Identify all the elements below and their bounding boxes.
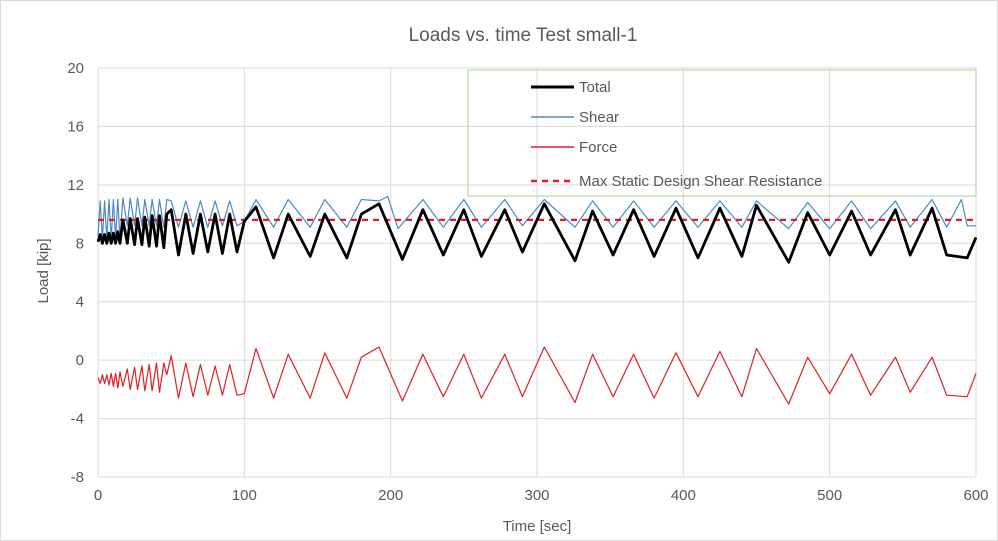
chart-title: Loads vs. time Test small-1 [409, 25, 638, 46]
legend-label: Max Static Design Shear Resistance [579, 173, 822, 190]
grid [97, 67, 977, 478]
y-tick-label: 12 [67, 177, 84, 194]
legend-label: Total [579, 79, 611, 96]
legend-label: Force [579, 139, 617, 156]
x-tick-label: 200 [378, 487, 403, 504]
y-tick-label: -4 [71, 411, 84, 428]
x-tick-label: 300 [524, 487, 549, 504]
legend-label: Shear [579, 109, 619, 126]
y-tick-label: 16 [67, 118, 84, 135]
x-tick-label: 500 [817, 487, 842, 504]
series-line-total [96, 202, 978, 264]
y-tick-label: 20 [67, 60, 84, 77]
legend: Total Shear Force Max Static Design Shear R… [467, 69, 977, 197]
x-tick-label: 100 [232, 487, 257, 504]
y-axis-label: Load [kip] [35, 238, 52, 303]
x-tick-label: 0 [94, 487, 102, 504]
y-tick-label: -8 [71, 469, 84, 486]
y-tick-label: 4 [76, 294, 84, 311]
series-line-force [97, 346, 977, 405]
series-line-shear [97, 195, 976, 240]
x-tick-label: 400 [671, 487, 696, 504]
y-tick-label: 0 [76, 352, 84, 369]
series-layer [96, 195, 978, 405]
x-axis-label: Time [sec] [503, 518, 572, 535]
legend-box [467, 69, 977, 197]
y-tick-label: 8 [76, 235, 84, 252]
x-tick-label: 600 [963, 487, 988, 504]
